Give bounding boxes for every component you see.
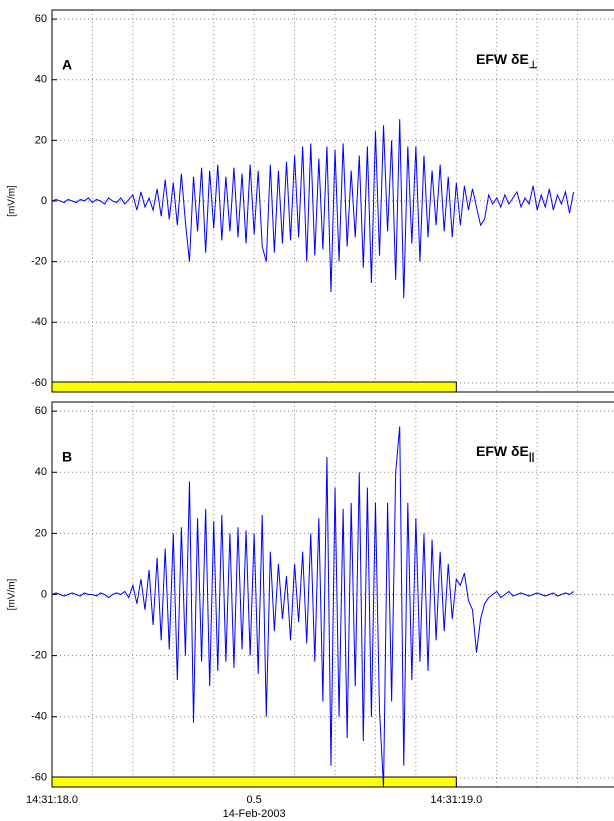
- y-tick-label: 60: [35, 405, 47, 417]
- y-tick-label: 20: [35, 527, 47, 539]
- panel-label-text: EFW δE: [476, 443, 529, 459]
- x-tick-label: 0.5: [247, 794, 262, 806]
- panel-label-subscript: ||: [529, 452, 535, 463]
- y-tick-label: 0: [41, 195, 47, 207]
- panel-label-text: EFW δE: [476, 51, 529, 67]
- y-tick-label: 40: [35, 74, 47, 86]
- y-tick-label: 20: [35, 134, 47, 146]
- y-tick-label: -40: [31, 316, 47, 328]
- panel-label-subscript: ⊥: [529, 60, 538, 71]
- y-tick-label: -20: [31, 650, 47, 662]
- panel-label: EFW δE⊥: [476, 51, 538, 71]
- interval-bar: [51, 381, 457, 393]
- plot-frame: [51, 401, 614, 788]
- y-axis-label: [mV/m]: [7, 578, 18, 610]
- y-tick-label: 40: [35, 466, 47, 478]
- panel-letter: B: [62, 449, 72, 465]
- plot-frame: [51, 9, 614, 393]
- y-tick-label: -60: [31, 377, 47, 389]
- y-tick-label: -40: [31, 711, 47, 723]
- panel-label: EFW δE||: [476, 443, 535, 463]
- x-axis-label: 14-Feb-2003: [223, 808, 286, 820]
- data-line: [51, 119, 575, 299]
- y-axis-label: [mV/m]: [7, 185, 18, 217]
- data-line: [51, 426, 574, 788]
- x-tick-label: 14:31:19.0: [430, 794, 482, 806]
- y-tick-label: -20: [31, 256, 47, 268]
- y-tick-label: 60: [35, 13, 47, 25]
- y-tick-label: 0: [41, 588, 47, 600]
- interval-bar: [51, 776, 457, 788]
- y-tick-label: -60: [31, 772, 47, 784]
- x-tick-label: 14:31:18.0: [26, 794, 78, 806]
- panel-letter: A: [62, 57, 72, 73]
